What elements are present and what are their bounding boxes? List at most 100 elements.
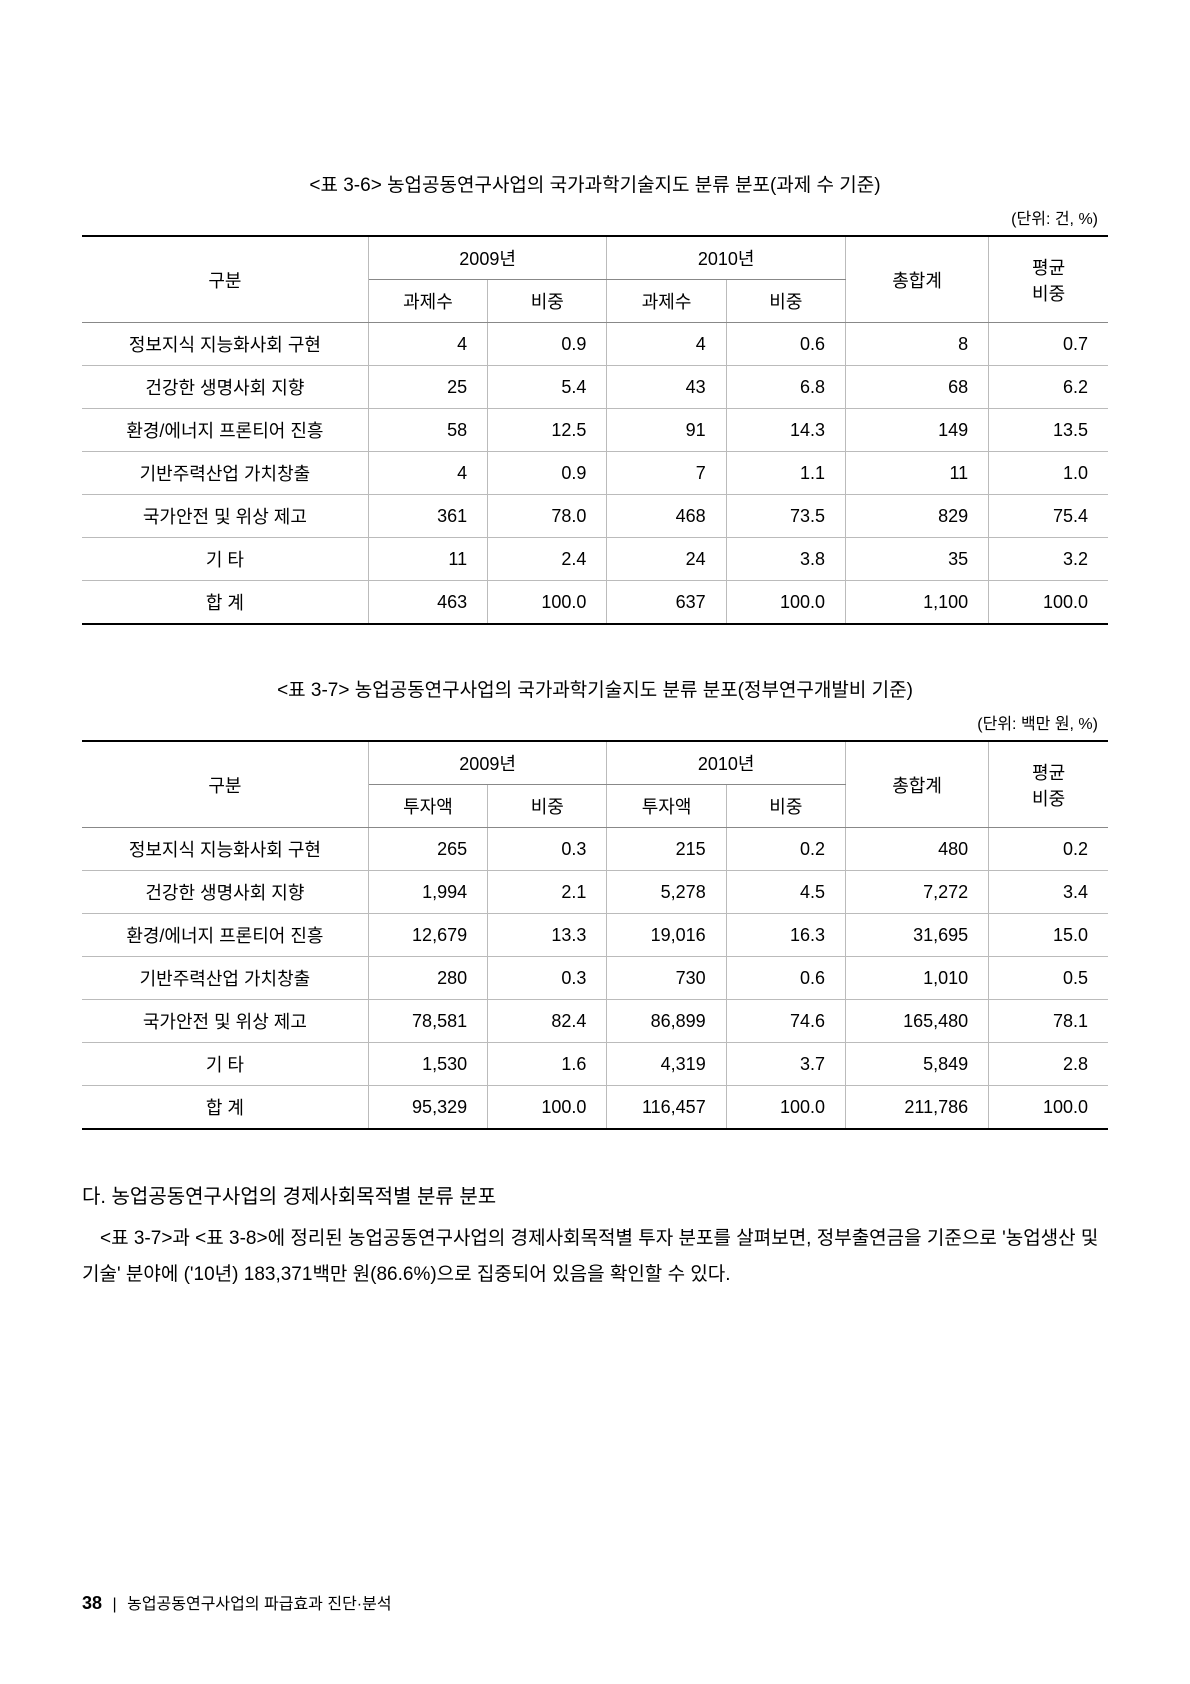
- cell-value: 361: [368, 495, 487, 538]
- cell-value: 480: [846, 828, 989, 871]
- cell-label: 기반주력산업 가치창출: [82, 957, 368, 1000]
- cell-value: 35: [846, 538, 989, 581]
- cell-value: 3.8: [726, 538, 845, 581]
- cell-value: 78.0: [488, 495, 607, 538]
- cell-value: 0.3: [488, 957, 607, 1000]
- table-row: 정보지식 지능화사회 구현40.940.680.7: [82, 323, 1108, 366]
- cell-value: 58: [368, 409, 487, 452]
- table-row: 합 계95,329100.0116,457100.0211,786100.0: [82, 1086, 1108, 1130]
- table-row: 환경/에너지 프론티어 진흥12,67913.319,01616.331,695…: [82, 914, 1108, 957]
- cell-value: 6.8: [726, 366, 845, 409]
- cell-label: 정보지식 지능화사회 구현: [82, 828, 368, 871]
- th-year1: 2009년: [368, 236, 607, 280]
- cell-value: 12,679: [368, 914, 487, 957]
- cell-value: 7,272: [846, 871, 989, 914]
- cell-value: 7: [607, 452, 726, 495]
- table-row: 기반주력산업 가치창출2800.37300.61,0100.5: [82, 957, 1108, 1000]
- cell-value: 100.0: [488, 1086, 607, 1130]
- cell-value: 14.3: [726, 409, 845, 452]
- cell-value: 2.8: [989, 1043, 1108, 1086]
- table1-body: 정보지식 지능화사회 구현40.940.680.7건강한 생명사회 지향255.…: [82, 323, 1108, 625]
- cell-value: 4: [607, 323, 726, 366]
- th-year1: 2009년: [368, 741, 607, 785]
- page-footer: 38 | 농업공동연구사업의 파급효과 진단·분석: [82, 1590, 392, 1614]
- cell-value: 4.5: [726, 871, 845, 914]
- section-heading: 다. 농업공동연구사업의 경제사회목적별 분류 분포: [82, 1180, 1108, 1209]
- cell-value: 215: [607, 828, 726, 871]
- cell-label: 합 계: [82, 581, 368, 625]
- table-row: 정보지식 지능화사회 구현2650.32150.24800.2: [82, 828, 1108, 871]
- cell-value: 2.4: [488, 538, 607, 581]
- cell-value: 100.0: [726, 1086, 845, 1130]
- th-pct2: 비중: [726, 785, 845, 828]
- cell-value: 100.0: [989, 581, 1108, 625]
- cell-value: 463: [368, 581, 487, 625]
- th-category: 구분: [82, 236, 368, 323]
- th-category: 구분: [82, 741, 368, 828]
- table-row: 기반주력산업 가치창출40.971.1111.0: [82, 452, 1108, 495]
- cell-value: 637: [607, 581, 726, 625]
- cell-value: 13.5: [989, 409, 1108, 452]
- cell-value: 15.0: [989, 914, 1108, 957]
- cell-value: 13.3: [488, 914, 607, 957]
- table-row: 건강한 생명사회 지향255.4436.8686.2: [82, 366, 1108, 409]
- cell-value: 5.4: [488, 366, 607, 409]
- cell-value: 78,581: [368, 1000, 487, 1043]
- cell-value: 0.2: [726, 828, 845, 871]
- cell-value: 468: [607, 495, 726, 538]
- cell-value: 0.7: [989, 323, 1108, 366]
- table-row: 국가안전 및 위상 제고36178.046873.582975.4: [82, 495, 1108, 538]
- th-avgpct: 평균 비중: [989, 741, 1108, 828]
- table2: 구분 2009년 2010년 총합계 평균 비중 투자액 비중 투자액 비중 정…: [82, 740, 1108, 1130]
- cell-value: 829: [846, 495, 989, 538]
- cell-value: 75.4: [989, 495, 1108, 538]
- cell-value: 5,849: [846, 1043, 989, 1086]
- th-amount1: 투자액: [368, 785, 487, 828]
- cell-value: 3.4: [989, 871, 1108, 914]
- cell-value: 2.1: [488, 871, 607, 914]
- cell-value: 12.5: [488, 409, 607, 452]
- cell-value: 16.3: [726, 914, 845, 957]
- cell-label: 기 타: [82, 1043, 368, 1086]
- cell-value: 1,010: [846, 957, 989, 1000]
- th-pct1: 비중: [488, 785, 607, 828]
- cell-value: 74.6: [726, 1000, 845, 1043]
- cell-value: 0.2: [989, 828, 1108, 871]
- cell-label: 정보지식 지능화사회 구현: [82, 323, 368, 366]
- cell-value: 280: [368, 957, 487, 1000]
- cell-value: 211,786: [846, 1086, 989, 1130]
- cell-label: 국가안전 및 위상 제고: [82, 495, 368, 538]
- cell-value: 149: [846, 409, 989, 452]
- table-row: 합 계463100.0637100.01,100100.0: [82, 581, 1108, 625]
- cell-value: 1.1: [726, 452, 845, 495]
- cell-value: 0.6: [726, 323, 845, 366]
- th-count1: 과제수: [368, 280, 487, 323]
- cell-value: 1.0: [989, 452, 1108, 495]
- cell-value: 4: [368, 323, 487, 366]
- cell-value: 8: [846, 323, 989, 366]
- cell-value: 0.3: [488, 828, 607, 871]
- cell-value: 95,329: [368, 1086, 487, 1130]
- cell-label: 기 타: [82, 538, 368, 581]
- cell-label: 건강한 생명사회 지향: [82, 366, 368, 409]
- page-number: 38: [82, 1593, 102, 1613]
- cell-value: 100.0: [488, 581, 607, 625]
- th-pct2: 비중: [726, 280, 845, 323]
- cell-value: 3.7: [726, 1043, 845, 1086]
- cell-value: 24: [607, 538, 726, 581]
- cell-value: 5,278: [607, 871, 726, 914]
- table-row: 기 타112.4243.8353.2: [82, 538, 1108, 581]
- cell-value: 91: [607, 409, 726, 452]
- cell-value: 3.2: [989, 538, 1108, 581]
- th-year2: 2010년: [607, 741, 846, 785]
- cell-value: 116,457: [607, 1086, 726, 1130]
- cell-value: 0.9: [488, 323, 607, 366]
- cell-value: 4,319: [607, 1043, 726, 1086]
- cell-value: 19,016: [607, 914, 726, 957]
- section-body: <표 3-7>과 <표 3-8>에 정리된 농업공동연구사업의 경제사회목적별 …: [82, 1221, 1108, 1293]
- th-avgpct: 평균 비중: [989, 236, 1108, 323]
- cell-value: 78.1: [989, 1000, 1108, 1043]
- cell-label: 건강한 생명사회 지향: [82, 871, 368, 914]
- cell-value: 165,480: [846, 1000, 989, 1043]
- table2-body: 정보지식 지능화사회 구현2650.32150.24800.2건강한 생명사회 …: [82, 828, 1108, 1130]
